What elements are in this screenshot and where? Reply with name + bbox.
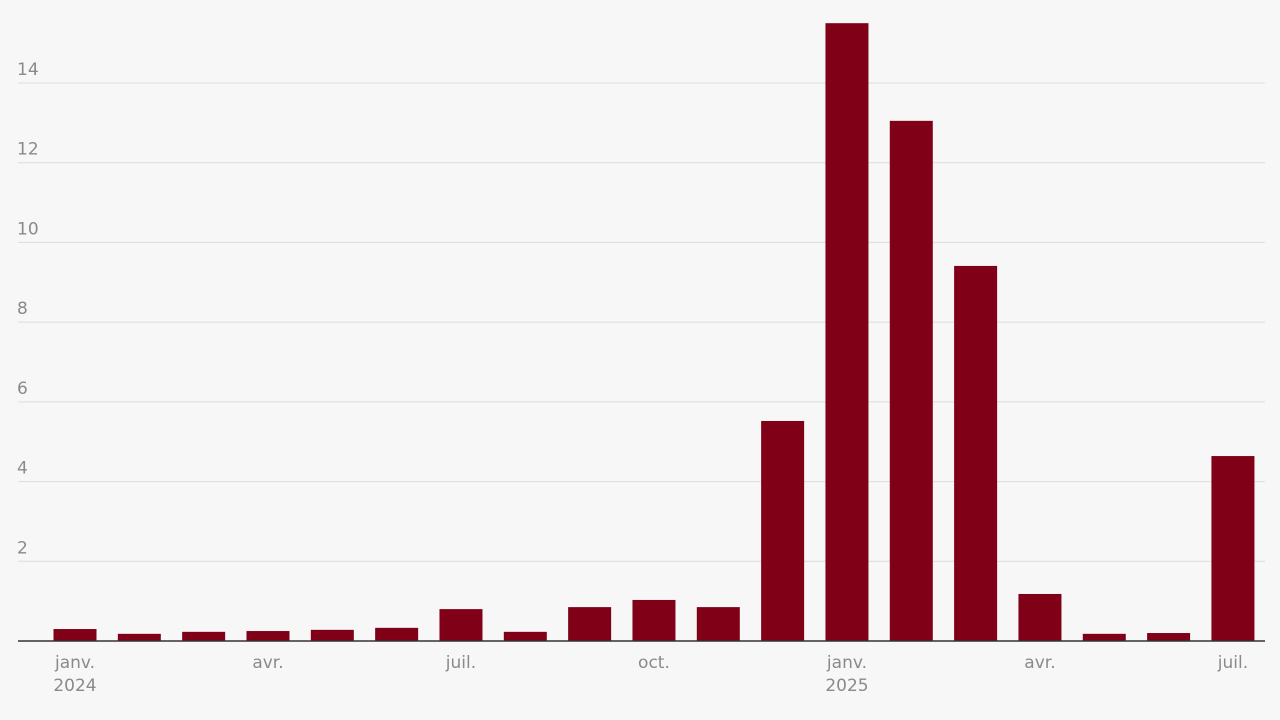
bar [53, 629, 97, 641]
bar [761, 420, 805, 641]
bar [375, 627, 419, 641]
bar [117, 633, 161, 641]
bar [1082, 633, 1126, 641]
bar [1147, 633, 1191, 641]
bar [439, 609, 483, 641]
bar [696, 607, 740, 641]
y-tick-label: 6 [17, 379, 28, 399]
x-tick-label: avr. [1024, 653, 1055, 673]
x-tick-label: oct. [638, 653, 670, 673]
bar [182, 631, 226, 641]
bar [503, 631, 547, 641]
x-tick-label: juil. [1217, 653, 1248, 673]
bar [1018, 593, 1062, 641]
y-tick-label: 10 [17, 219, 39, 239]
x-tick-label: juil. [445, 653, 476, 673]
y-tick-label: 14 [17, 60, 39, 80]
bar [246, 631, 290, 641]
y-tick-label: 2 [17, 538, 28, 558]
bar [310, 629, 354, 641]
bar [568, 607, 612, 641]
bar [889, 120, 933, 641]
bar [1211, 456, 1255, 641]
bar [825, 23, 869, 641]
y-tick-label: 4 [17, 459, 28, 479]
bar [632, 599, 676, 641]
x-tick-label: avr. [252, 653, 283, 673]
x-tick-label: janv. 2024 [53, 653, 96, 696]
x-tick-label: janv. 2025 [825, 653, 868, 696]
y-tick-label: 12 [17, 140, 39, 160]
bar [954, 265, 998, 641]
y-tick-label: 8 [17, 299, 28, 319]
